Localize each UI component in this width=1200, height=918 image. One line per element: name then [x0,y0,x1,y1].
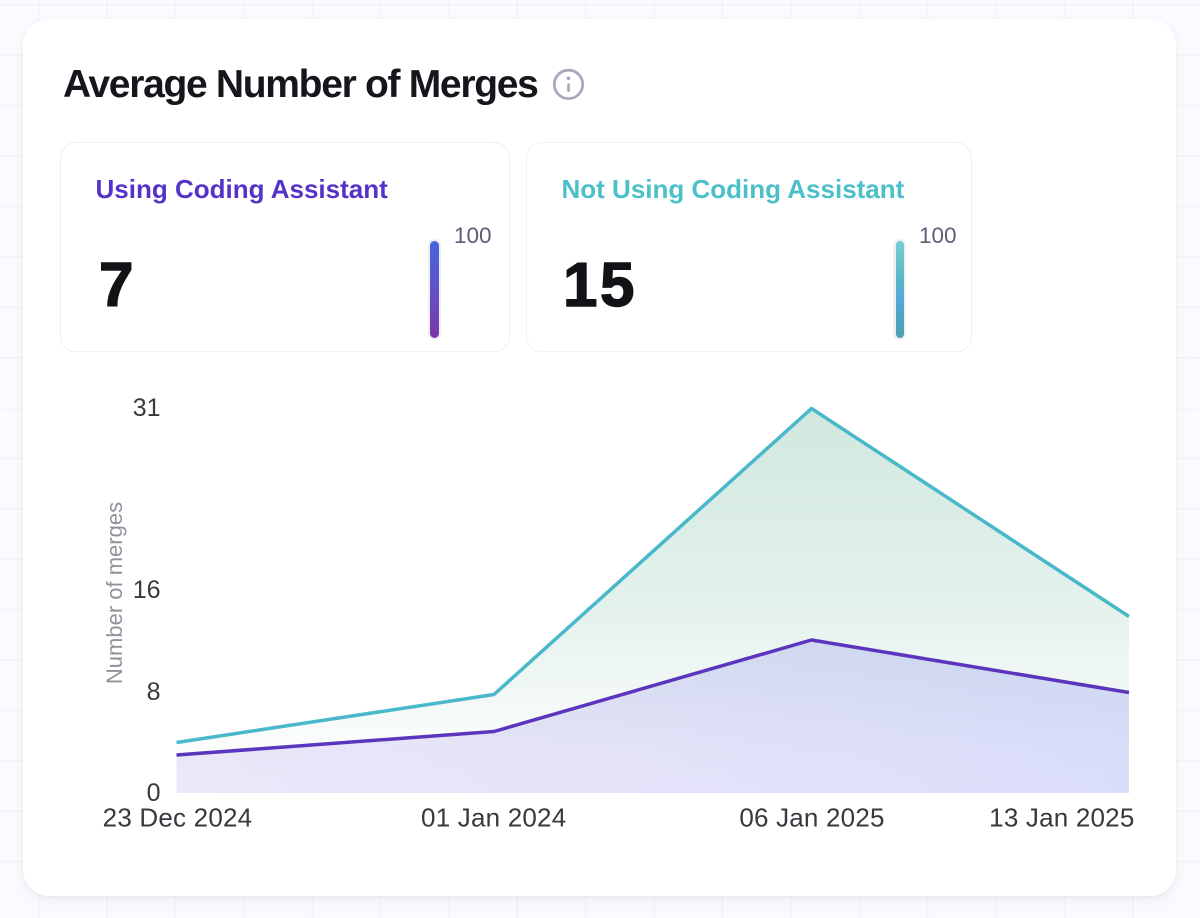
svg-text:8: 8 [147,678,161,706]
svg-text:0: 0 [147,779,161,807]
svg-text:16: 16 [133,576,161,604]
svg-text:06 Jan 2025: 06 Jan 2025 [739,803,884,833]
svg-text:13 Jan 2025: 13 Jan 2025 [989,803,1134,833]
svg-text:23 Dec 2024: 23 Dec 2024 [103,803,253,833]
svg-text:Number of merges: Number of merges [102,502,127,684]
svg-text:01 Jan 2024: 01 Jan 2024 [421,803,566,833]
svg-text:31: 31 [133,394,161,422]
